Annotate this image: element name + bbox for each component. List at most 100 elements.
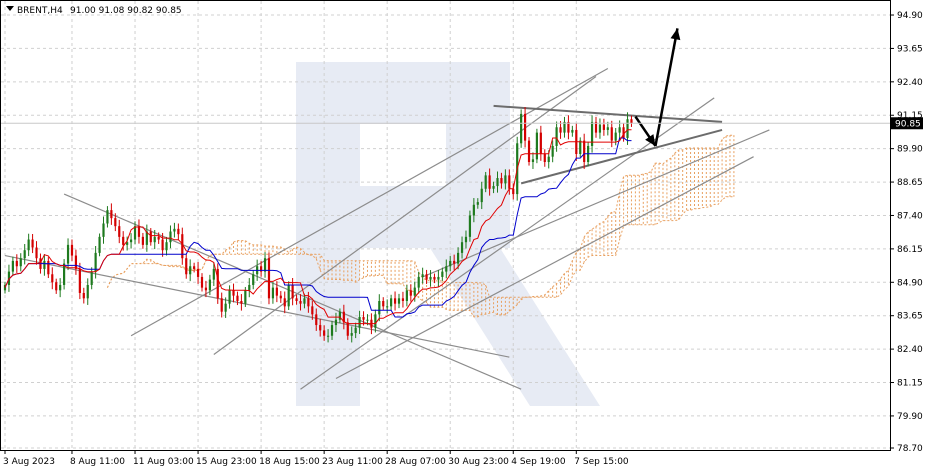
candle (23, 244, 26, 265)
candle (492, 181, 495, 194)
candle (598, 118, 602, 139)
candle (263, 252, 267, 278)
candle (590, 115, 594, 153)
candle (594, 116, 598, 138)
candle (295, 294, 298, 305)
candle (82, 287, 85, 304)
y-tick-label: 93.65 (897, 44, 923, 54)
forecast-arrow (654, 28, 681, 147)
trendline (4, 254, 510, 358)
candle (622, 123, 625, 142)
candle-body (252, 274, 255, 285)
x-tick-label: 30 Aug 23:00 (448, 457, 509, 467)
candle-body (145, 231, 148, 245)
candle-body (165, 242, 168, 251)
candle-body (527, 140, 531, 163)
candle-body (594, 121, 598, 133)
candle (445, 259, 448, 279)
candle (350, 326, 353, 343)
candle-body (539, 132, 542, 154)
candle-body (240, 301, 243, 304)
candle (488, 168, 491, 196)
candle (579, 137, 582, 158)
candle-body (547, 156, 550, 163)
candle (468, 210, 472, 242)
candle (31, 234, 34, 254)
symbol-label: BRENT,H4 (17, 6, 63, 16)
candle-body (236, 295, 239, 301)
candle-body (535, 132, 538, 160)
candle (555, 121, 558, 152)
candle (342, 304, 345, 330)
y-tick-label: 94.90 (897, 11, 923, 21)
candle-body (598, 124, 602, 133)
candle-body (263, 258, 267, 272)
candle-body (488, 175, 491, 189)
candle-body (90, 271, 93, 285)
candle-body (531, 159, 535, 163)
candle-body (421, 274, 424, 277)
candle-body (3, 284, 7, 291)
candle (161, 232, 164, 257)
candle-body (571, 129, 574, 133)
candle-body (299, 301, 302, 304)
candle-body (441, 271, 444, 277)
ichimoku-cloud (106, 134, 735, 318)
candle-body (464, 236, 468, 243)
candle (417, 271, 420, 293)
y-tick-label: 89.90 (897, 145, 923, 155)
candle-body (520, 113, 523, 144)
candle-body (228, 290, 231, 304)
y-tick-label: 84.90 (897, 278, 923, 288)
candle-body (437, 276, 440, 280)
candle (531, 152, 535, 169)
trendline (520, 128, 723, 185)
candle (260, 261, 263, 277)
candle-body (618, 127, 621, 133)
candle-body (409, 290, 412, 296)
candle-body (63, 263, 66, 285)
candle-body (472, 204, 475, 216)
candle-body (129, 239, 133, 243)
candle (141, 232, 144, 249)
candle (460, 236, 464, 259)
collapse-triangle-icon[interactable] (6, 6, 14, 11)
candle (630, 115, 633, 127)
candle-body (382, 301, 385, 307)
x-tick-label: 15 Aug 23:00 (196, 457, 257, 467)
candle-body (610, 127, 613, 141)
candle (311, 300, 314, 320)
candle (267, 252, 271, 305)
candle (520, 109, 523, 148)
y-tick-label: 87.40 (897, 211, 923, 221)
candle-body (590, 121, 594, 146)
candle (303, 293, 306, 309)
candle (346, 318, 349, 340)
candle-body (11, 260, 14, 272)
candle-body (480, 188, 483, 203)
candle (378, 294, 381, 322)
y-tick-label: 86.15 (897, 245, 923, 255)
candle (390, 294, 393, 310)
candle (149, 228, 152, 246)
candle-body (433, 276, 436, 280)
x-tick-label: 11 Aug 03:00 (133, 457, 194, 467)
candle-body (303, 298, 306, 304)
candle (401, 291, 405, 308)
candle-body (468, 215, 472, 237)
candle (397, 293, 401, 309)
candle (480, 181, 483, 210)
candle-body (401, 298, 405, 301)
candle (70, 239, 74, 261)
y-tick-label: 81.15 (897, 379, 923, 389)
candle-body (551, 145, 554, 157)
candle (35, 241, 38, 265)
candle-body (555, 127, 558, 146)
ohlc-values: 91.00 91.08 90.82 90.85 (70, 6, 182, 16)
candle (571, 125, 574, 137)
candle-body (224, 303, 227, 312)
candle-body (106, 210, 109, 224)
candle-body (35, 247, 38, 259)
